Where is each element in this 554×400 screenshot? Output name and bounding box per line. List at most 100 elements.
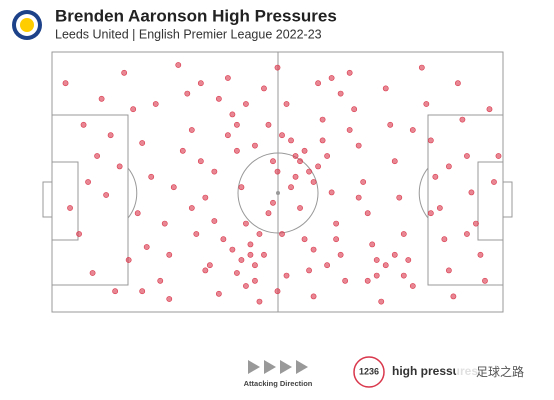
pressure-point	[98, 95, 105, 102]
pressure-point	[328, 75, 335, 81]
pressure-point	[274, 64, 281, 71]
pressure-point	[288, 137, 294, 144]
pressure-point	[324, 153, 331, 159]
pressure-point	[130, 106, 137, 113]
pressure-point	[333, 220, 340, 227]
pressure-point	[270, 199, 276, 206]
pressure-point	[491, 179, 497, 185]
watermark-bg	[456, 360, 554, 386]
pressure-point	[355, 194, 362, 201]
pressure-point	[333, 236, 340, 243]
pressure-point	[454, 80, 461, 87]
pressure-point	[346, 69, 353, 76]
pressure-point	[464, 153, 470, 159]
pressure-point	[464, 231, 470, 237]
pressure-point	[441, 236, 448, 243]
chart-title: Brenden Aaronson High Pressures	[55, 6, 337, 25]
pressure-point	[319, 116, 326, 123]
pressure-point	[252, 142, 258, 149]
pressure-point	[360, 179, 367, 185]
pressure-point	[62, 80, 69, 87]
pressure-point	[432, 173, 439, 180]
pressure-point	[224, 75, 231, 81]
pressure-point	[400, 231, 407, 237]
direction-arrows	[248, 360, 308, 374]
direction-label: Attacking Direction	[244, 379, 313, 388]
total-badge	[353, 356, 385, 388]
pressure-point	[175, 62, 182, 68]
pressure-point	[234, 270, 240, 276]
pressure-point	[229, 111, 236, 118]
pressure-point	[85, 179, 91, 185]
pressure-point	[238, 184, 245, 191]
pressure-point	[270, 158, 276, 165]
pressure-point	[409, 283, 416, 289]
pressure-point	[351, 106, 358, 113]
club-badge	[12, 10, 42, 40]
pressure-point	[252, 262, 258, 269]
pressure-point	[274, 288, 281, 295]
pressure-point	[373, 257, 380, 263]
pressure-point	[148, 173, 155, 180]
pressure-point	[306, 168, 312, 175]
pressure-point	[301, 236, 308, 243]
pressure-point	[265, 210, 272, 217]
pressure-point	[211, 168, 218, 175]
pressure-point	[184, 90, 191, 97]
pressure-point	[473, 220, 479, 227]
pressure-point	[143, 244, 150, 250]
pressure-point	[197, 80, 204, 87]
pressure-point	[261, 85, 267, 92]
pressure-point	[116, 163, 123, 170]
pressure-point	[482, 277, 488, 284]
pressure-point	[436, 205, 443, 211]
pressure-point	[243, 220, 249, 227]
pressure-point	[382, 85, 389, 92]
pressure-point	[409, 127, 416, 133]
pressure-point	[139, 140, 146, 146]
pressure-point	[170, 184, 177, 191]
pressure-point	[378, 298, 385, 305]
pressure-point	[220, 236, 227, 243]
pressure-point	[80, 121, 87, 128]
pressure-point	[315, 163, 321, 170]
pressure-point	[297, 158, 303, 165]
pressure-point	[188, 205, 195, 211]
pressure-point	[382, 262, 389, 269]
pressure-point	[459, 116, 466, 123]
pressure-point	[215, 290, 222, 297]
pressure-point	[342, 277, 349, 284]
pressure-point	[139, 288, 146, 295]
pressure-point	[206, 262, 213, 269]
pressure-point	[89, 270, 96, 276]
pressure-point	[292, 153, 299, 159]
pressure-point	[369, 241, 376, 248]
pressure-point	[310, 293, 317, 300]
pressure-point	[396, 194, 403, 201]
pressure-point	[373, 272, 380, 279]
pressure-point	[292, 173, 299, 180]
pressure-point	[355, 142, 362, 149]
pressure-point	[324, 262, 331, 269]
pressure-point	[310, 246, 317, 253]
pressure-point	[445, 163, 452, 170]
pressure-point	[67, 205, 73, 211]
watermark: 足球之路	[476, 364, 524, 379]
pressure-point	[405, 257, 412, 263]
pressure-point	[134, 210, 141, 217]
pressure-point	[427, 137, 434, 144]
pressure-point	[279, 231, 285, 237]
pressure-point	[274, 168, 281, 175]
pressure-point	[337, 251, 344, 258]
pressure-point	[202, 267, 209, 274]
pressure-point	[211, 218, 218, 224]
pressure-point	[310, 179, 317, 185]
pressure-point	[261, 251, 267, 258]
pressure-point	[256, 298, 263, 305]
pressure-point	[283, 101, 290, 107]
pressure-point	[243, 101, 249, 107]
pressure-point	[166, 296, 173, 302]
pressure-point	[486, 106, 493, 113]
pressure-point	[76, 231, 82, 237]
pressure-point	[301, 147, 308, 154]
